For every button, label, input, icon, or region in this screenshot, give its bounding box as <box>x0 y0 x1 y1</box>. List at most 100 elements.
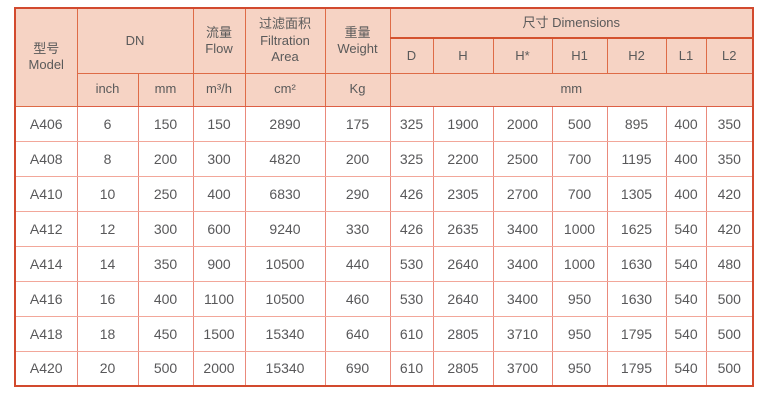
spec-table-container: 型号 Model DN 流量 Flow 过滤面积 Filtration Area… <box>14 7 755 387</box>
value-cell: 4820 <box>244 140 326 177</box>
header-dim-d: D <box>389 37 434 74</box>
value-cell: 2805 <box>432 315 494 352</box>
value-cell: 175 <box>324 105 391 142</box>
value-cell: 6830 <box>244 175 326 212</box>
value-cell: 700 <box>551 140 608 177</box>
value-cell: 10500 <box>244 280 326 317</box>
header-dim-l2: L2 <box>705 37 754 74</box>
unit-inch: inch <box>76 72 139 107</box>
value-cell: 700 <box>551 175 608 212</box>
value-cell: 895 <box>606 105 667 142</box>
model-cell: A412 <box>14 210 78 247</box>
value-cell: 640 <box>324 315 391 352</box>
value-cell: 1630 <box>606 280 667 317</box>
value-cell: 2700 <box>492 175 553 212</box>
value-cell: 250 <box>137 175 194 212</box>
value-cell: 2500 <box>492 140 553 177</box>
header-dim-l1: L1 <box>665 37 707 74</box>
value-cell: 500 <box>705 315 754 352</box>
value-cell: 2640 <box>432 245 494 282</box>
value-cell: 10 <box>76 175 139 212</box>
value-cell: 2635 <box>432 210 494 247</box>
value-cell: 1500 <box>192 315 246 352</box>
header-dn: DN <box>76 7 194 74</box>
value-cell: 420 <box>705 175 754 212</box>
value-cell: 400 <box>665 175 707 212</box>
value-cell: 2305 <box>432 175 494 212</box>
value-cell: 426 <box>389 175 434 212</box>
value-cell: 600 <box>192 210 246 247</box>
value-cell: 2890 <box>244 105 326 142</box>
value-cell: 400 <box>192 175 246 212</box>
value-cell: 1630 <box>606 245 667 282</box>
unit-dimensions: mm <box>389 72 754 107</box>
value-cell: 450 <box>137 315 194 352</box>
value-cell: 300 <box>192 140 246 177</box>
unit-area: cm² <box>244 72 326 107</box>
value-cell: 400 <box>137 280 194 317</box>
value-cell: 8 <box>76 140 139 177</box>
value-cell: 690 <box>324 350 391 387</box>
value-cell: 150 <box>137 105 194 142</box>
model-cell: A408 <box>14 140 78 177</box>
value-cell: 2640 <box>432 280 494 317</box>
value-cell: 1000 <box>551 245 608 282</box>
value-cell: 500 <box>551 105 608 142</box>
table-row: A420 20 500 2000 15340 690 610 2805 3700 950 1795 5… <box>14 350 754 387</box>
value-cell: 610 <box>389 315 434 352</box>
value-cell: 900 <box>192 245 246 282</box>
model-cell: A406 <box>14 105 78 142</box>
value-cell: 440 <box>324 245 391 282</box>
table-body: A406 6 150 150 2890 175 325 1900 2000 500 895 400 35… <box>14 105 754 387</box>
value-cell: 500 <box>705 280 754 317</box>
value-cell: 325 <box>389 105 434 142</box>
value-cell: 540 <box>665 315 707 352</box>
header-model: 型号 Model <box>14 7 78 107</box>
value-cell: 3700 <box>492 350 553 387</box>
value-cell: 6 <box>76 105 139 142</box>
unit-flow: m³/h <box>192 72 246 107</box>
value-cell: 540 <box>665 280 707 317</box>
value-cell: 400 <box>665 105 707 142</box>
table-row: A416 16 400 1100 10500 460 530 2640 3400 950 1630 5… <box>14 280 754 317</box>
value-cell: 1625 <box>606 210 667 247</box>
value-cell: 460 <box>324 280 391 317</box>
value-cell: 3400 <box>492 245 553 282</box>
value-cell: 200 <box>137 140 194 177</box>
header-flow: 流量 Flow <box>192 7 246 74</box>
value-cell: 14 <box>76 245 139 282</box>
value-cell: 18 <box>76 315 139 352</box>
header-dim-hstar: H* <box>492 37 553 74</box>
table-header: 型号 Model DN 流量 Flow 过滤面积 Filtration Area… <box>14 7 754 107</box>
value-cell: 400 <box>665 140 707 177</box>
value-cell: 350 <box>137 245 194 282</box>
value-cell: 150 <box>192 105 246 142</box>
value-cell: 950 <box>551 280 608 317</box>
value-cell: 9240 <box>244 210 326 247</box>
value-cell: 540 <box>665 350 707 387</box>
value-cell: 290 <box>324 175 391 212</box>
header-filtration-area: 过滤面积 Filtration Area <box>244 7 326 74</box>
value-cell: 3400 <box>492 210 553 247</box>
value-cell: 530 <box>389 280 434 317</box>
model-cell: A416 <box>14 280 78 317</box>
value-cell: 426 <box>389 210 434 247</box>
model-cell: A410 <box>14 175 78 212</box>
table-row: A410 10 250 400 6830 290 426 2305 2700 700 1305 400… <box>14 175 754 212</box>
value-cell: 300 <box>137 210 194 247</box>
value-cell: 610 <box>389 350 434 387</box>
unit-mm: mm <box>137 72 194 107</box>
value-cell: 420 <box>705 210 754 247</box>
value-cell: 12 <box>76 210 139 247</box>
value-cell: 2000 <box>492 105 553 142</box>
value-cell: 330 <box>324 210 391 247</box>
value-cell: 1900 <box>432 105 494 142</box>
value-cell: 325 <box>389 140 434 177</box>
unit-weight: Kg <box>324 72 391 107</box>
value-cell: 500 <box>137 350 194 387</box>
value-cell: 16 <box>76 280 139 317</box>
value-cell: 540 <box>665 210 707 247</box>
value-cell: 20 <box>76 350 139 387</box>
value-cell: 480 <box>705 245 754 282</box>
value-cell: 15340 <box>244 315 326 352</box>
